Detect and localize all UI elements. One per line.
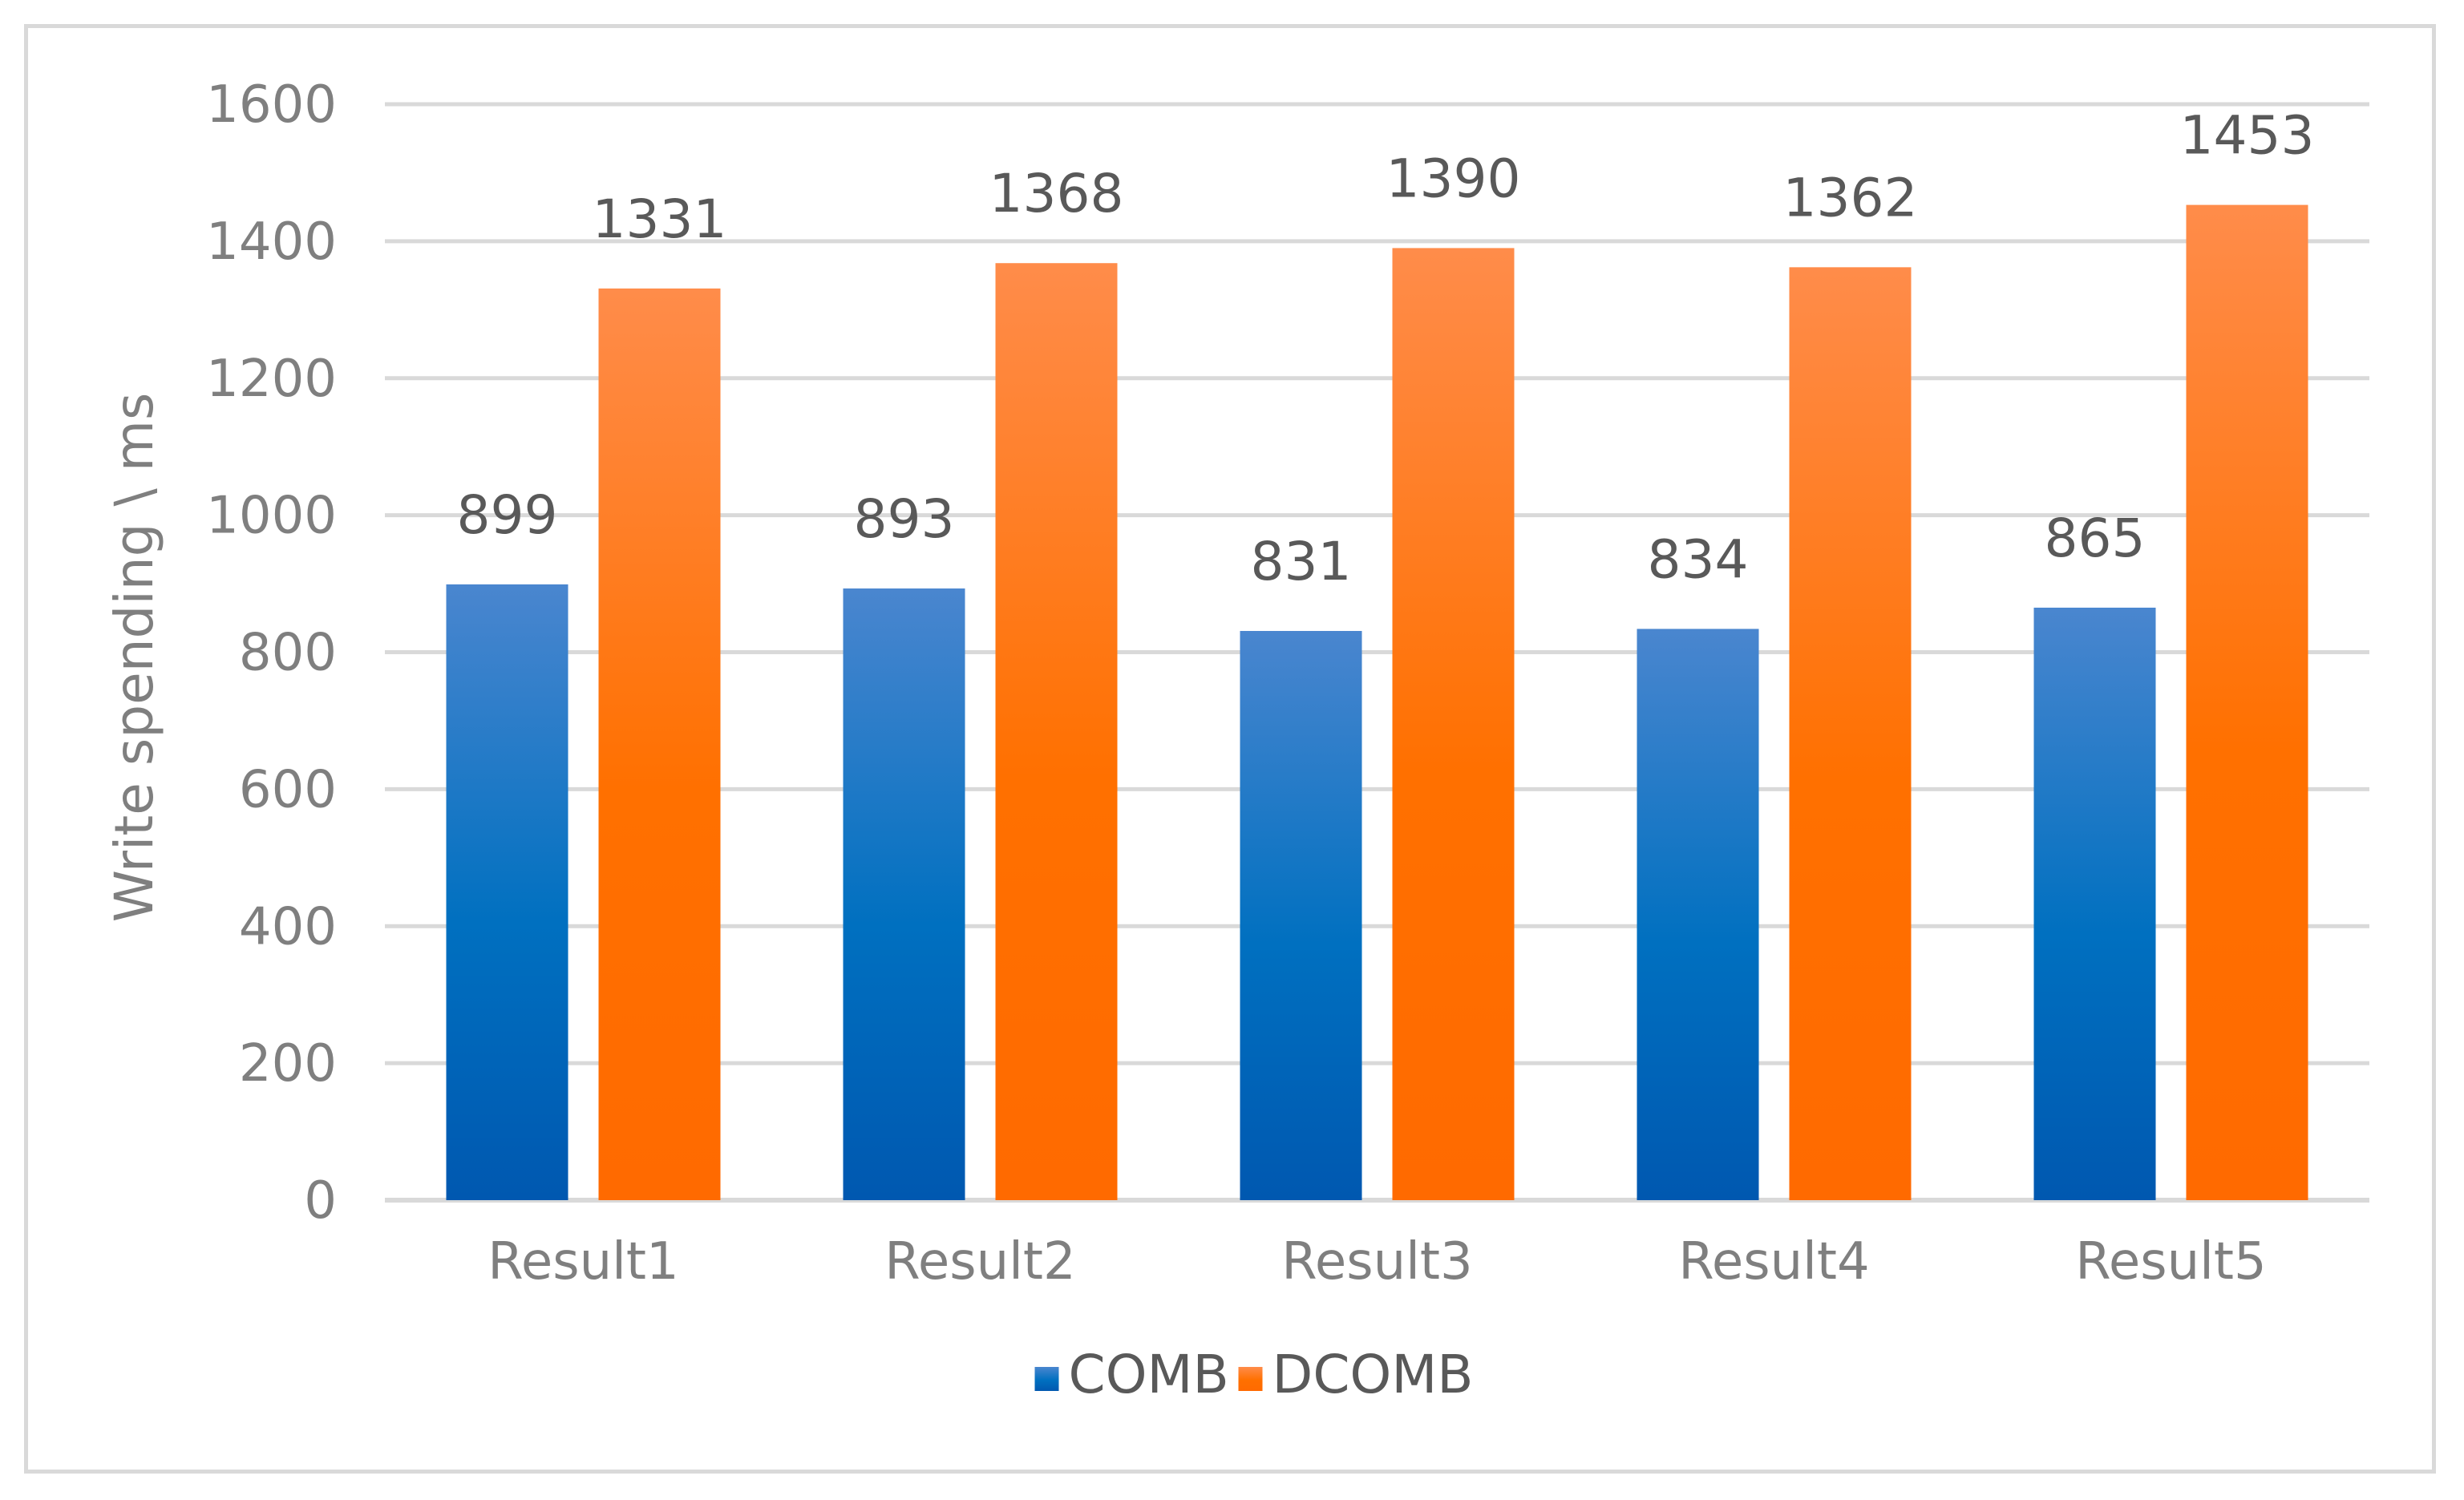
data-label: 834 <box>1648 528 1749 590</box>
bar-dcomb-result1 <box>598 288 721 1200</box>
y-axis-title-group: Write spending \ ms <box>103 393 165 923</box>
bar-comb-result5 <box>2033 607 2156 1200</box>
data-labels: 899 1331 893 1368 831 1390 834 1362 865 1453 <box>457 105 2315 592</box>
data-label: 893 <box>854 488 955 550</box>
y-tick-label: 1600 <box>206 75 337 135</box>
bar-comb-result4 <box>1637 629 1759 1200</box>
bar-comb-result2 <box>843 588 965 1200</box>
y-axis-title: Write spending \ ms <box>103 393 165 923</box>
x-tick-label: Result5 <box>2075 1232 2266 1292</box>
legend-swatch-dcomb <box>1238 1367 1263 1391</box>
bars <box>446 204 2308 1201</box>
y-tick-label: 0 <box>304 1171 337 1231</box>
bar-comb-result1 <box>446 584 568 1200</box>
data-label: 1390 <box>1386 148 1521 209</box>
data-label: 1368 <box>989 163 1124 224</box>
x-tick-label: Result4 <box>1678 1232 1869 1292</box>
x-tick-label: Result1 <box>488 1232 678 1292</box>
legend-label-dcomb: DCOMB <box>1272 1344 1474 1405</box>
data-label: 1453 <box>2180 105 2315 167</box>
data-label: 831 <box>1251 531 1352 592</box>
y-tick-label: 400 <box>239 897 337 956</box>
legend-swatch-comb <box>1034 1367 1059 1391</box>
x-axis-ticks: Result1 Result2 Result3 Result4 Result5 <box>488 1232 2266 1292</box>
y-axis-ticks: 0 200 400 600 800 1000 1200 1400 1600 <box>206 75 337 1231</box>
y-tick-label: 1000 <box>206 487 337 546</box>
data-label: 899 <box>457 484 558 546</box>
bar-dcomb-result2 <box>995 263 1118 1201</box>
data-label: 1331 <box>593 188 727 250</box>
bar-dcomb-result4 <box>1789 267 1912 1200</box>
bar-comb-result3 <box>1240 631 1362 1200</box>
y-tick-label: 600 <box>239 760 337 819</box>
y-tick-label: 1200 <box>206 350 337 409</box>
data-label: 865 <box>2045 507 2146 569</box>
bar-dcomb-result3 <box>1392 248 1515 1201</box>
bar-dcomb-result5 <box>2186 204 2308 1200</box>
x-tick-label: Result2 <box>884 1232 1075 1292</box>
y-tick-label: 800 <box>239 624 337 683</box>
x-tick-label: Result3 <box>1281 1232 1472 1292</box>
y-tick-label: 200 <box>239 1034 337 1094</box>
legend: COMB DCOMB <box>1034 1344 1474 1405</box>
data-label: 1362 <box>1783 167 1918 228</box>
legend-label-comb: COMB <box>1069 1344 1229 1405</box>
y-tick-label: 1400 <box>206 212 337 272</box>
